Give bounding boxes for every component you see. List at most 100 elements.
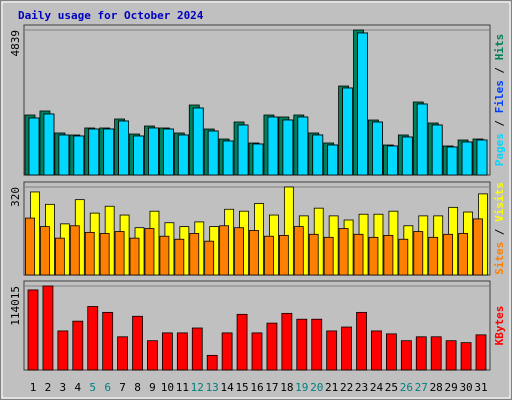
x-tick-label: 25	[385, 381, 398, 394]
x-tick-label: 9	[149, 381, 156, 394]
bar	[323, 236, 334, 276]
bar	[283, 186, 294, 276]
bar	[88, 128, 100, 176]
bar	[144, 228, 155, 276]
bar	[72, 320, 84, 371]
bar	[84, 231, 95, 276]
x-tick-label: 7	[119, 381, 126, 394]
bar	[443, 233, 454, 276]
legend-entry: Sites	[493, 242, 506, 275]
x-tick-label: 21	[325, 381, 338, 394]
bar	[267, 116, 279, 176]
legend: KBytes	[493, 306, 506, 346]
bar	[430, 336, 442, 371]
bar	[383, 234, 394, 276]
bar	[58, 134, 70, 176]
y-tick-label: 4839	[9, 30, 22, 57]
bar	[251, 332, 263, 371]
bar	[27, 289, 39, 371]
bar	[413, 231, 424, 276]
bar	[129, 237, 140, 276]
x-tick-label: 5	[89, 381, 96, 394]
bar	[252, 143, 264, 176]
bar	[57, 330, 69, 371]
bar	[221, 332, 233, 371]
legend-separator: /	[493, 60, 506, 80]
x-tick-label: 23	[355, 381, 368, 394]
x-tick-label: 2	[45, 381, 52, 394]
x-tick-label: 20	[310, 381, 323, 394]
x-tick-label: 30	[459, 381, 472, 394]
legend-entry: Visits	[493, 182, 506, 222]
bar	[207, 130, 219, 176]
x-tick-label: 18	[280, 381, 293, 394]
bar	[73, 135, 85, 176]
bar	[133, 135, 144, 176]
bar	[415, 336, 427, 371]
legend: Pages / Files / Hits	[493, 34, 506, 167]
bar	[416, 103, 428, 176]
bar	[192, 107, 204, 176]
x-tick-label: 14	[221, 381, 235, 394]
bar	[102, 311, 114, 371]
bar	[249, 230, 259, 276]
bar	[371, 330, 382, 371]
bar	[398, 238, 409, 276]
bar	[204, 240, 215, 276]
bar	[431, 124, 443, 176]
x-tick-label: 11	[176, 381, 189, 394]
bar	[234, 227, 244, 276]
x-tick-label: 29	[445, 381, 458, 394]
legend-entry: Hits	[493, 34, 506, 61]
x-tick-label: 4	[74, 381, 81, 394]
bar	[385, 333, 397, 371]
bar	[428, 236, 439, 276]
bar	[460, 342, 472, 371]
bar	[311, 318, 323, 371]
bar	[162, 128, 174, 176]
bar	[327, 144, 339, 176]
legend-separator: /	[493, 222, 506, 242]
bar	[118, 120, 129, 176]
bar	[326, 330, 338, 371]
legend-entry: Files	[493, 80, 506, 113]
bar	[266, 322, 278, 371]
bar	[297, 116, 309, 176]
bar	[103, 128, 115, 176]
x-tick-label: 19	[295, 381, 308, 394]
legend-entry: KBytes	[493, 306, 506, 346]
x-tick-label: 15	[235, 381, 248, 394]
title: Daily usage for October 2024	[18, 9, 204, 22]
bar	[372, 121, 383, 176]
bar	[219, 225, 230, 276]
x-tick-label: 28	[430, 381, 443, 394]
bar	[132, 315, 143, 371]
legend-entry: Pages	[493, 133, 506, 166]
bar	[308, 233, 319, 276]
x-tick-label: 16	[250, 381, 263, 394]
bar	[159, 235, 170, 276]
bar	[282, 119, 294, 176]
bar	[342, 87, 354, 176]
bar	[174, 238, 185, 276]
bar	[42, 285, 54, 371]
bar	[237, 124, 249, 176]
bar	[43, 113, 55, 176]
x-tick-label: 6	[104, 381, 111, 394]
bar	[356, 311, 367, 371]
bar	[338, 228, 349, 276]
bar	[222, 140, 234, 176]
x-tick-label: 31	[474, 381, 487, 394]
x-tick-label: 12	[191, 381, 204, 394]
bar	[99, 233, 110, 276]
y-tick-label: 320	[9, 187, 22, 207]
x-tick-label: 17	[265, 381, 278, 394]
bar	[264, 235, 274, 276]
bar	[293, 226, 304, 276]
legend: Sites / Visits	[493, 182, 506, 275]
bar	[475, 334, 487, 371]
bar	[401, 136, 413, 176]
bar	[312, 134, 324, 176]
